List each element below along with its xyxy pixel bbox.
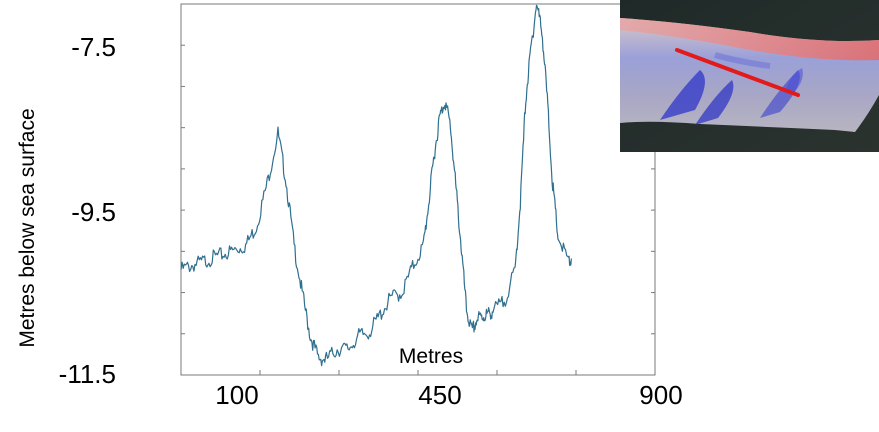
x-tick-labels: 100 450 900 xyxy=(215,380,682,410)
x-tick-label: 450 xyxy=(418,380,461,410)
y-tick-label: -7.5 xyxy=(71,32,116,62)
x-tick-label: 100 xyxy=(215,380,258,410)
transect-line xyxy=(675,48,800,97)
y-tick-labels: -7.5 -9.5 -11.5 xyxy=(59,32,116,389)
axis-ticks xyxy=(181,44,655,375)
x-tick-label: 900 xyxy=(639,380,682,410)
aerial-inset-image xyxy=(620,0,879,152)
x-axis-title: Metres xyxy=(399,345,463,368)
y-axis-title: Metres below sea surface xyxy=(16,108,39,347)
y-tick-label: -9.5 xyxy=(71,197,116,227)
depth-profile-line xyxy=(180,4,573,367)
y-tick-label: -11.5 xyxy=(59,359,116,389)
plot-border xyxy=(180,3,656,376)
plot-frame xyxy=(180,3,656,376)
